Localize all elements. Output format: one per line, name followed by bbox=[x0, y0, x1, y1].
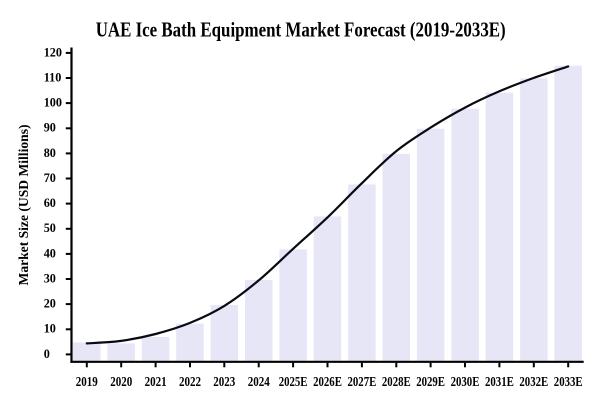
svg-text:UAE Ice Bath Equipment Market: UAE Ice Bath Equipment Market Forecast (… bbox=[96, 18, 506, 42]
svg-text:2019: 2019 bbox=[76, 374, 98, 389]
svg-text:70: 70 bbox=[44, 171, 56, 185]
svg-text:2022: 2022 bbox=[179, 374, 201, 389]
svg-text:2029E: 2029E bbox=[416, 374, 445, 389]
svg-text:2033E: 2033E bbox=[554, 374, 583, 389]
svg-text:2026E: 2026E bbox=[313, 374, 342, 389]
svg-text:100: 100 bbox=[44, 96, 62, 110]
svg-text:90: 90 bbox=[44, 121, 56, 135]
svg-text:2025E: 2025E bbox=[279, 374, 308, 389]
svg-text:0: 0 bbox=[44, 347, 50, 361]
svg-text:2024: 2024 bbox=[248, 374, 270, 389]
svg-text:2032E: 2032E bbox=[519, 374, 548, 389]
svg-text:2028E: 2028E bbox=[382, 374, 411, 389]
svg-text:2030E: 2030E bbox=[451, 374, 480, 389]
svg-text:110: 110 bbox=[44, 70, 62, 84]
svg-text:40: 40 bbox=[44, 246, 56, 260]
svg-text:20: 20 bbox=[44, 297, 56, 311]
svg-text:Market Size (USD Millions): Market Size (USD Millions) bbox=[16, 124, 31, 285]
svg-text:2020: 2020 bbox=[110, 374, 132, 389]
svg-text:2031E: 2031E bbox=[485, 374, 514, 389]
svg-text:80: 80 bbox=[44, 146, 56, 160]
svg-text:50: 50 bbox=[44, 221, 56, 235]
svg-text:120: 120 bbox=[44, 45, 62, 59]
svg-text:30: 30 bbox=[44, 271, 56, 285]
svg-text:2021: 2021 bbox=[145, 374, 167, 389]
svg-text:10: 10 bbox=[44, 322, 56, 336]
svg-text:2027E: 2027E bbox=[348, 374, 377, 389]
svg-text:60: 60 bbox=[44, 196, 56, 210]
svg-text:2023: 2023 bbox=[213, 374, 235, 389]
